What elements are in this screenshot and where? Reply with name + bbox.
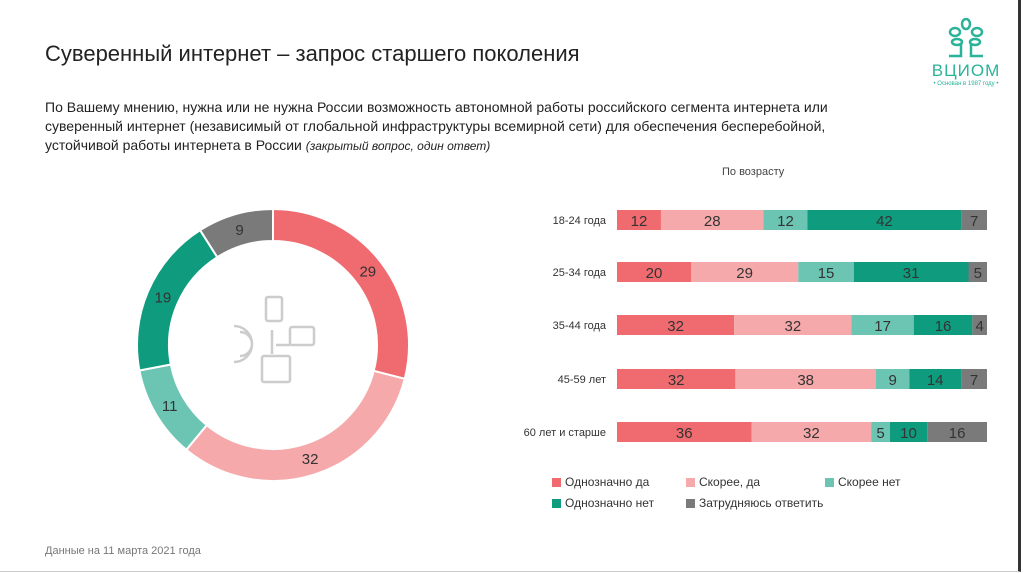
logo-sub: • Основан в 1987 году •	[933, 81, 999, 87]
donut-label: 29	[359, 263, 376, 280]
legend-item: Однозначно нет	[552, 496, 654, 510]
bar-segment	[751, 422, 872, 442]
legend-item: Скорее нет	[825, 475, 900, 489]
legend-swatch	[686, 498, 695, 508]
bar-segment	[961, 210, 987, 230]
donut-slice	[136, 228, 219, 372]
bar-value: 12	[777, 213, 794, 230]
bar-value: 16	[949, 425, 966, 442]
legend-label: Скорее, да	[699, 475, 761, 489]
bar-value: 10	[900, 425, 917, 442]
question-text: По Вашему мнению, нужна или не нужна Рос…	[45, 98, 845, 156]
bar-segment	[871, 422, 890, 442]
bar-segment	[927, 422, 987, 442]
legend-label: Однозначно нет	[565, 496, 655, 510]
bar-segment	[617, 422, 752, 442]
bar-value: 42	[876, 213, 893, 230]
bar-value: 14	[927, 372, 944, 389]
footnote: Данные на 11 марта 2021 года	[45, 545, 201, 557]
bar-value: 7	[970, 372, 978, 389]
legend-swatch	[552, 498, 561, 508]
logo-name: ВЦИОМ	[931, 61, 1001, 80]
legend-label: Однозначно да	[565, 475, 650, 489]
bar-segment	[807, 210, 962, 230]
bar-value: 32	[668, 372, 685, 389]
question-note: (закрытый вопрос, один ответ)	[305, 139, 491, 153]
category-label: 45-59 лет	[558, 374, 606, 386]
question-body: По Вашему мнению, нужна или не нужна Рос…	[45, 99, 828, 153]
bar-segment	[961, 369, 987, 389]
bar-value: 4	[976, 318, 984, 335]
bar-value: 12	[631, 213, 648, 230]
category-label: 18-24 года	[553, 215, 607, 227]
bar-segment	[763, 210, 808, 230]
donut-label: 32	[302, 451, 319, 468]
bar-segment	[617, 210, 661, 230]
bar-value: 32	[803, 425, 820, 442]
legend-swatch	[825, 477, 834, 487]
bar-segment	[798, 262, 854, 282]
bar-segment	[876, 369, 910, 389]
bar-value: 31	[903, 265, 920, 282]
donut-slice	[272, 207, 410, 381]
bar-segment	[691, 262, 799, 282]
legend-item: Скорее, да	[686, 475, 760, 489]
vciom-logo: ВЦИОМ • Основан в 1987 году •	[918, 17, 1014, 87]
tree-icon	[948, 17, 984, 58]
donut-label: 11	[162, 398, 178, 415]
bar-subtitle: По возрасту	[722, 166, 785, 178]
bar-value: 5	[974, 265, 982, 282]
bar-value: 15	[818, 265, 835, 282]
legend-item: Затрудняюсь ответить	[686, 496, 823, 510]
bar-segment	[913, 315, 973, 335]
category-label: 35-44 года	[553, 320, 607, 332]
bar-segment	[968, 262, 987, 282]
bar-value: 32	[784, 318, 801, 335]
category-label: 25-34 года	[553, 267, 607, 279]
bar-value: 32	[667, 318, 684, 335]
legend-item: Однозначно да	[552, 475, 649, 489]
bar-value: 29	[736, 265, 753, 282]
bar-segment	[972, 315, 987, 335]
bar-value: 5	[876, 425, 884, 442]
legend-swatch	[552, 477, 561, 487]
legend-swatch	[686, 477, 695, 487]
bar-segment	[660, 210, 764, 230]
bar-segment	[909, 369, 962, 389]
donut-slice	[198, 207, 274, 259]
bar-segment	[735, 369, 876, 389]
donut-chart: 29 32 11 19 9	[136, 207, 410, 482]
bar-segment	[617, 262, 691, 282]
bar-value: 20	[646, 265, 663, 282]
bar-segment	[851, 315, 914, 335]
network-icon	[233, 295, 316, 384]
bar-segment	[889, 422, 928, 442]
page-title: Суверенный интернет – запрос старшего по…	[45, 41, 580, 66]
category-label: 60 лет и старше	[524, 427, 606, 439]
bar-segment	[734, 315, 852, 335]
bar-value: 28	[704, 213, 721, 230]
stacked-bar-chart: 18-24 года 12 28 12 42 7 25-34 года 20 29 15 31 5 35…	[524, 210, 987, 442]
donut-label: 19	[155, 289, 172, 306]
donut-slice	[184, 369, 406, 482]
bar-value: 17	[874, 318, 891, 335]
bar-value: 36	[676, 425, 693, 442]
bar-value: 16	[935, 318, 952, 335]
bar-segment	[617, 315, 735, 335]
bar-segment	[617, 369, 736, 389]
legend-label: Скорее нет	[838, 475, 901, 489]
bar-value: 7	[970, 213, 978, 230]
bar-value: 38	[797, 372, 814, 389]
legend-label: Затрудняюсь ответить	[699, 496, 824, 510]
bar-value: 9	[888, 372, 896, 389]
donut-label: 9	[235, 222, 243, 239]
bar-segment	[853, 262, 969, 282]
